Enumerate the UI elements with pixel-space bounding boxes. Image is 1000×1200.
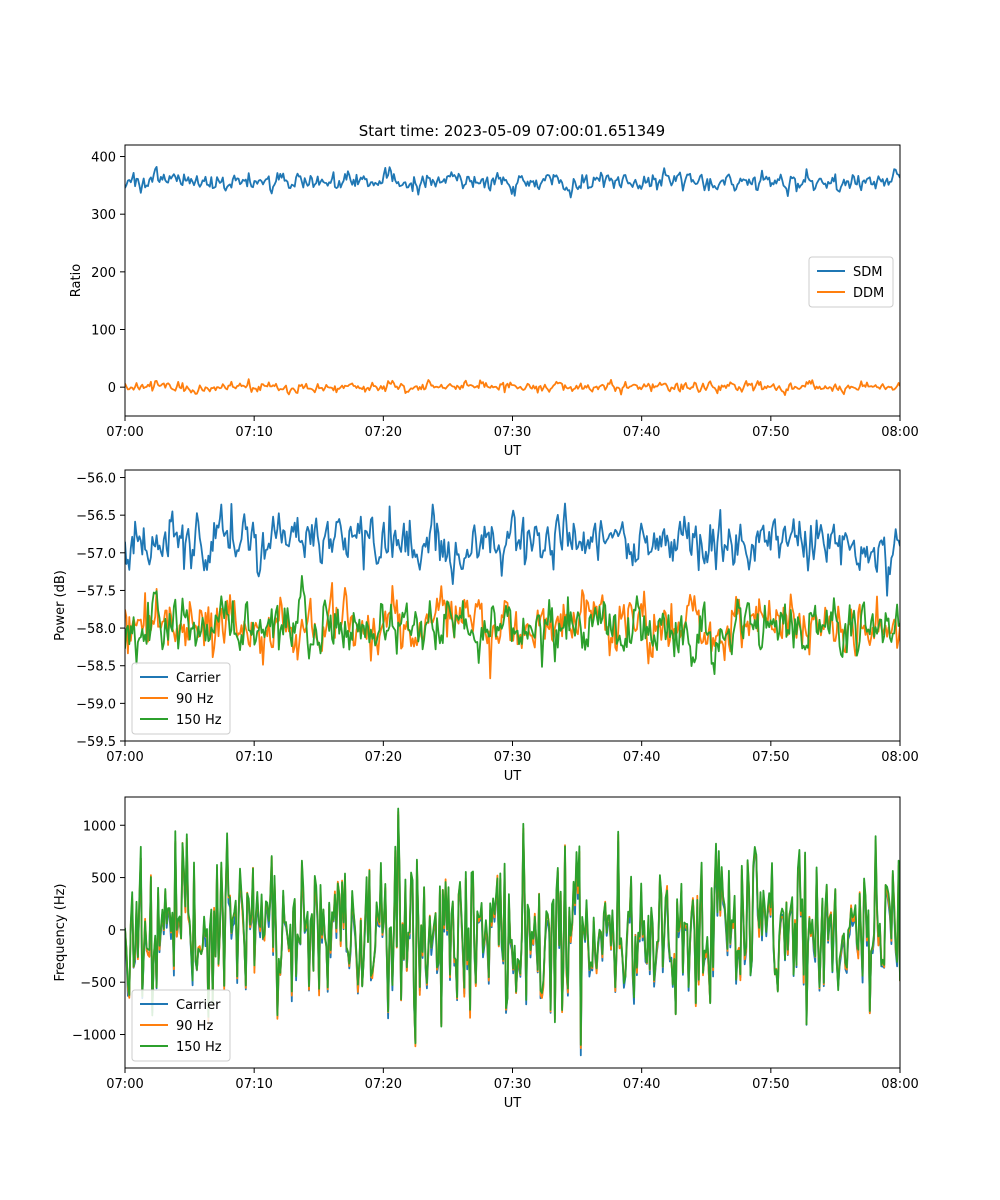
y-tick-label: 500	[91, 872, 116, 887]
y-tick-label: −58.5	[76, 660, 116, 675]
x-tick-label: 07:20	[365, 750, 402, 765]
y-tick-label: −56.0	[76, 472, 116, 487]
x-tick-label: 07:10	[235, 425, 272, 440]
legend-label: DDM	[853, 286, 884, 301]
y-tick-label: −59.0	[76, 697, 116, 712]
y-tick-label: −57.0	[76, 547, 116, 562]
x-tick-label: 07:30	[494, 750, 531, 765]
legend-label: Carrier	[176, 998, 221, 1013]
x-tick-label: 07:00	[106, 425, 143, 440]
series-line-ddm	[125, 378, 900, 397]
y-tick-label: −1000	[72, 1029, 116, 1044]
x-tick-label: 07:30	[494, 425, 531, 440]
subplot-1: 07:00 07:10 07:20 07:30 07:40 07:50 08:00 0 100 2…	[69, 144, 919, 459]
legend: Carrier 90 Hz 150 Hz	[131, 662, 231, 735]
y-tick-label: −58.0	[76, 622, 116, 637]
series-line-carrier	[125, 502, 900, 597]
legend: Carrier 90 Hz 150 Hz	[131, 989, 231, 1062]
y-tick-label: 1000	[83, 819, 116, 834]
x-tick-label: 07:20	[365, 425, 402, 440]
x-tick-label: 07:40	[623, 425, 660, 440]
x-tick-label: 07:50	[752, 425, 789, 440]
x-tick-label: 07:30	[494, 1077, 531, 1092]
y-tick-label: −500	[80, 976, 116, 991]
figure-title: Start time: 2023-05-09 07:00:01.651349	[359, 122, 665, 140]
series-line-150-hz	[125, 807, 900, 1046]
x-axis-label: UT	[504, 769, 522, 784]
series-line-sdm	[125, 165, 900, 199]
y-tick-label: 400	[91, 151, 116, 166]
x-tick-label: 07:10	[235, 750, 272, 765]
x-tick-label: 07:20	[365, 1077, 402, 1092]
x-tick-label: 07:40	[623, 750, 660, 765]
y-tick-label: 0	[108, 924, 116, 939]
y-tick-label: −56.5	[76, 509, 116, 524]
x-tick-label: 08:00	[881, 425, 918, 440]
x-tick-label: 07:40	[623, 1077, 660, 1092]
legend-label: 150 Hz	[176, 713, 222, 728]
legend-label: 150 Hz	[176, 1040, 222, 1055]
subplot-3: 07:00 07:10 07:20 07:30 07:40 07:50 08:00 −1000…	[53, 796, 919, 1111]
series-line-150-hz	[125, 575, 900, 675]
y-tick-label: 100	[91, 324, 116, 339]
y-axis-label: Frequency (Hz)	[53, 883, 68, 981]
x-tick-label: 08:00	[881, 750, 918, 765]
y-tick-label: 200	[91, 266, 116, 281]
y-tick-label: 300	[91, 208, 116, 223]
x-tick-label: 07:50	[752, 1077, 789, 1092]
legend-label: Carrier	[176, 671, 221, 686]
y-axis-label: Ratio	[69, 264, 84, 297]
x-tick-label: 07:50	[752, 750, 789, 765]
legend-label: SDM	[853, 265, 882, 280]
y-axis-label: Power (dB)	[53, 570, 68, 641]
legend: SDM DDM	[808, 256, 894, 308]
x-tick-label: 07:00	[106, 1077, 143, 1092]
y-tick-label: −59.5	[76, 735, 116, 750]
legend-label: 90 Hz	[176, 1019, 213, 1034]
y-tick-label: 0	[108, 381, 116, 396]
y-tick-label: −57.5	[76, 584, 116, 599]
legend-label: 90 Hz	[176, 692, 213, 707]
x-tick-label: 07:00	[106, 750, 143, 765]
x-axis-label: UT	[504, 1096, 522, 1111]
subplot-2: 07:00 07:10 07:20 07:30 07:40 07:50 08:00 −59.5…	[53, 469, 919, 784]
x-tick-label: 08:00	[881, 1077, 918, 1092]
x-tick-label: 07:10	[235, 1077, 272, 1092]
x-axis-label: UT	[504, 444, 522, 459]
